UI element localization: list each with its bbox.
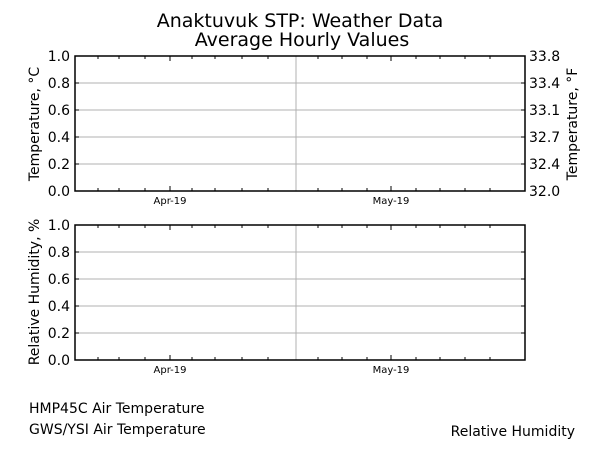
temp-ytick-label: 1.0 [48, 49, 70, 65]
temp-xtick-label: Apr-19 [154, 196, 187, 207]
rh-xtick-label: Apr-19 [154, 365, 187, 376]
rh-ytick-label: 1.0 [48, 218, 70, 234]
temp-plot-frame [74, 55, 526, 192]
rh-xtick-label: May-19 [373, 365, 410, 376]
temp-ytick-right-label: 32.0 [529, 184, 560, 200]
rh-ytick-label: 0.8 [48, 245, 70, 261]
humidity-panel: 0.0 0.2 0.4 0.6 0.8 1.0 Apr-19 May-19 [48, 218, 526, 376]
temp-ytick-label: 0.8 [48, 76, 70, 92]
humidity-axis-label: Relative Humidity, % [27, 219, 43, 366]
rh-ytick-label: 0.6 [48, 272, 70, 288]
temperature-panel: 0.0 0.2 0.4 0.6 0.8 1.0 32.0 32.4 32.7 33.1 33.4 33… [48, 49, 561, 207]
rh-ytick-label: 0.0 [48, 353, 70, 369]
temp-ytick-right-label: 32.7 [529, 130, 560, 146]
temp-xtick-label: May-19 [373, 196, 410, 207]
temp-ytick-label: 0.2 [48, 157, 70, 173]
rh-ytick-label: 0.4 [48, 299, 70, 315]
legend-gws-ysi: GWS/YSI Air Temperature [29, 422, 206, 438]
chart-title: Anaktuvuk STP: Weather Data [157, 10, 443, 32]
chart-subtitle: Average Hourly Values [195, 29, 409, 51]
temp-ytick-right-label: 32.4 [529, 157, 560, 173]
temperature-c-axis-label: Temperature, °C [27, 67, 43, 183]
temp-ytick-right-label: 33.8 [529, 49, 560, 65]
temp-ytick-right-label: 33.1 [529, 103, 560, 119]
rh-plot-frame [74, 224, 526, 361]
legend-relative-humidity: Relative Humidity [451, 424, 575, 440]
temp-ytick-right-label: 33.4 [529, 76, 560, 92]
temp-ytick-label: 0.4 [48, 130, 70, 146]
temp-ytick-label: 0.6 [48, 103, 70, 119]
rh-ytick-label: 0.2 [48, 326, 70, 342]
temperature-f-axis-label: Temperature, °F [565, 68, 581, 182]
temp-ytick-label: 0.0 [48, 184, 70, 200]
legend-hmp45c: HMP45C Air Temperature [29, 401, 204, 417]
